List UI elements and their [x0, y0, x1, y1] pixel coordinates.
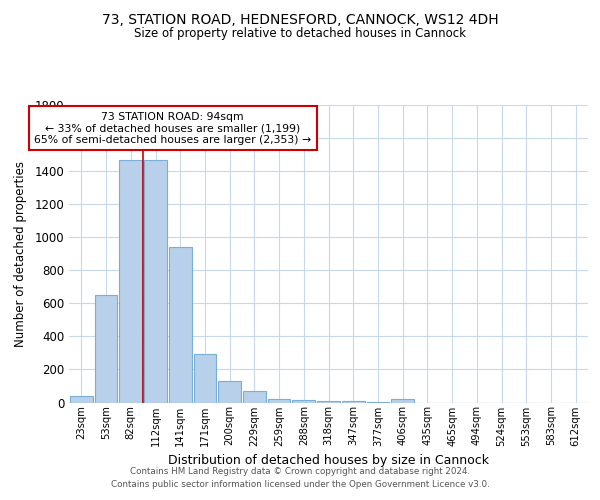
Text: 73, STATION ROAD, HEDNESFORD, CANNOCK, WS12 4DH: 73, STATION ROAD, HEDNESFORD, CANNOCK, W…	[101, 12, 499, 26]
Text: Size of property relative to detached houses in Cannock: Size of property relative to detached ho…	[134, 28, 466, 40]
Y-axis label: Number of detached properties: Number of detached properties	[14, 161, 28, 347]
Bar	[169, 247, 191, 402]
X-axis label: Distribution of detached houses by size in Cannock: Distribution of detached houses by size …	[168, 454, 489, 467]
Bar	[95, 295, 118, 403]
Bar	[144, 160, 167, 402]
Bar	[70, 396, 93, 402]
Bar	[243, 392, 266, 402]
Bar	[391, 399, 414, 402]
Text: Contains HM Land Registry data © Crown copyright and database right 2024.: Contains HM Land Registry data © Crown c…	[130, 467, 470, 476]
Bar	[317, 401, 340, 402]
Bar	[218, 381, 241, 402]
Bar	[292, 400, 315, 402]
Bar	[342, 401, 365, 402]
Bar	[119, 160, 142, 402]
Bar	[268, 399, 290, 402]
Text: 73 STATION ROAD: 94sqm
← 33% of detached houses are smaller (1,199)
65% of semi-: 73 STATION ROAD: 94sqm ← 33% of detached…	[34, 112, 311, 145]
Bar	[194, 354, 216, 403]
Text: Contains public sector information licensed under the Open Government Licence v3: Contains public sector information licen…	[110, 480, 490, 489]
